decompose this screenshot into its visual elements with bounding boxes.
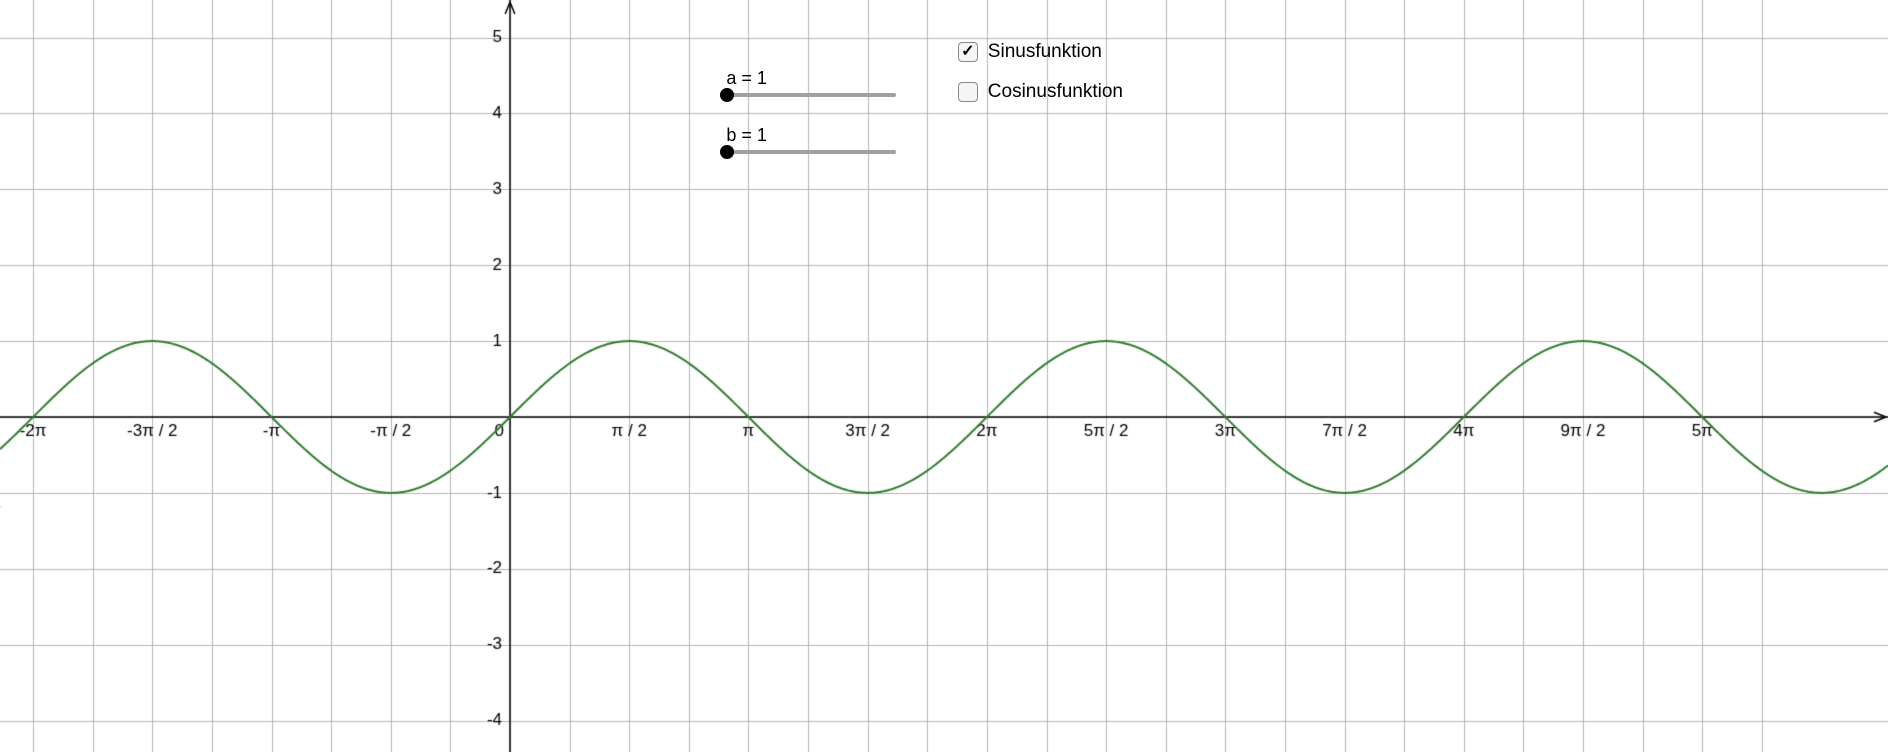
slider-b-knob[interactable] <box>720 145 734 159</box>
checkbox-sinus-label: Sinusfunktion <box>988 41 1102 63</box>
checkbox-cosinus-label: Cosinusfunktion <box>988 81 1123 103</box>
checkbox-sinus-box[interactable] <box>958 42 978 62</box>
slider-a-label: a = 1 <box>726 68 896 89</box>
checkbox-cosinus[interactable]: Cosinusfunktion <box>958 81 1123 103</box>
slider-a-track[interactable] <box>726 93 896 97</box>
slider-b-track[interactable] <box>726 150 896 154</box>
slider-b-label: b = 1 <box>726 125 896 146</box>
coordinate-plane[interactable] <box>0 0 1888 752</box>
slider-a[interactable]: a = 1 <box>726 68 896 97</box>
checkbox-sinus[interactable]: Sinusfunktion <box>958 41 1123 63</box>
checkbox-cosinus-box[interactable] <box>958 82 978 102</box>
function-toggle-group: Sinusfunktion Cosinusfunktion <box>958 41 1123 121</box>
slider-b[interactable]: b = 1 <box>726 125 896 154</box>
